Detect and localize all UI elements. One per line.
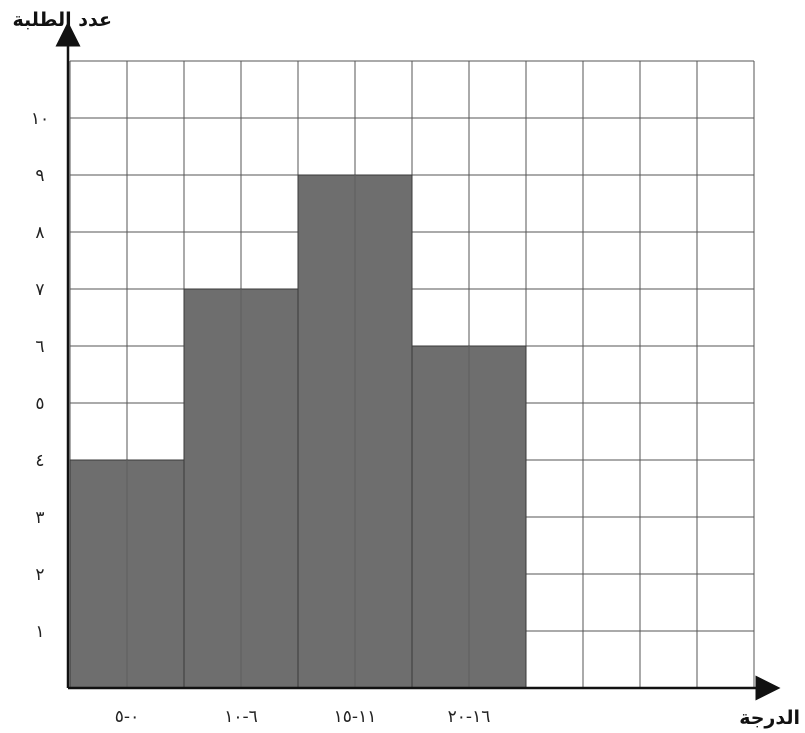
y-tick-label: ٩ xyxy=(35,166,44,186)
y-tick-label: ٣ xyxy=(35,508,44,528)
y-tick-labels: ١ ٢ ٣ ٤ ٥ ٦ ٧ ٨ ٩ ١٠ xyxy=(31,109,49,642)
x-tick-label: ١٦-٢٠ xyxy=(448,707,491,727)
x-axis-label: الدرجة xyxy=(739,707,800,729)
y-tick-label: ١ xyxy=(35,622,44,642)
axes-group xyxy=(55,21,781,701)
y-tick-label: ٥ xyxy=(35,394,44,414)
x-tick-label: ٦-١٠ xyxy=(224,707,258,727)
y-axis-label: عدد الطلبة xyxy=(12,9,112,31)
x-tick-label: ٠-٥ xyxy=(115,707,139,727)
y-tick-label: ٧ xyxy=(35,280,44,300)
x-tick-label: ١١-١٥ xyxy=(334,707,377,727)
y-tick-label: ٤ xyxy=(35,451,44,471)
bars-group xyxy=(69,174,527,689)
y-tick-label: ٨ xyxy=(35,223,44,243)
x-tick-labels: ٠-٥ ٦-١٠ ١١-١٥ ١٦-٢٠ xyxy=(115,707,491,727)
y-tick-label: ٢ xyxy=(35,565,44,585)
y-tick-label: ٦ xyxy=(35,337,44,357)
y-tick-label: ١٠ xyxy=(31,109,49,129)
